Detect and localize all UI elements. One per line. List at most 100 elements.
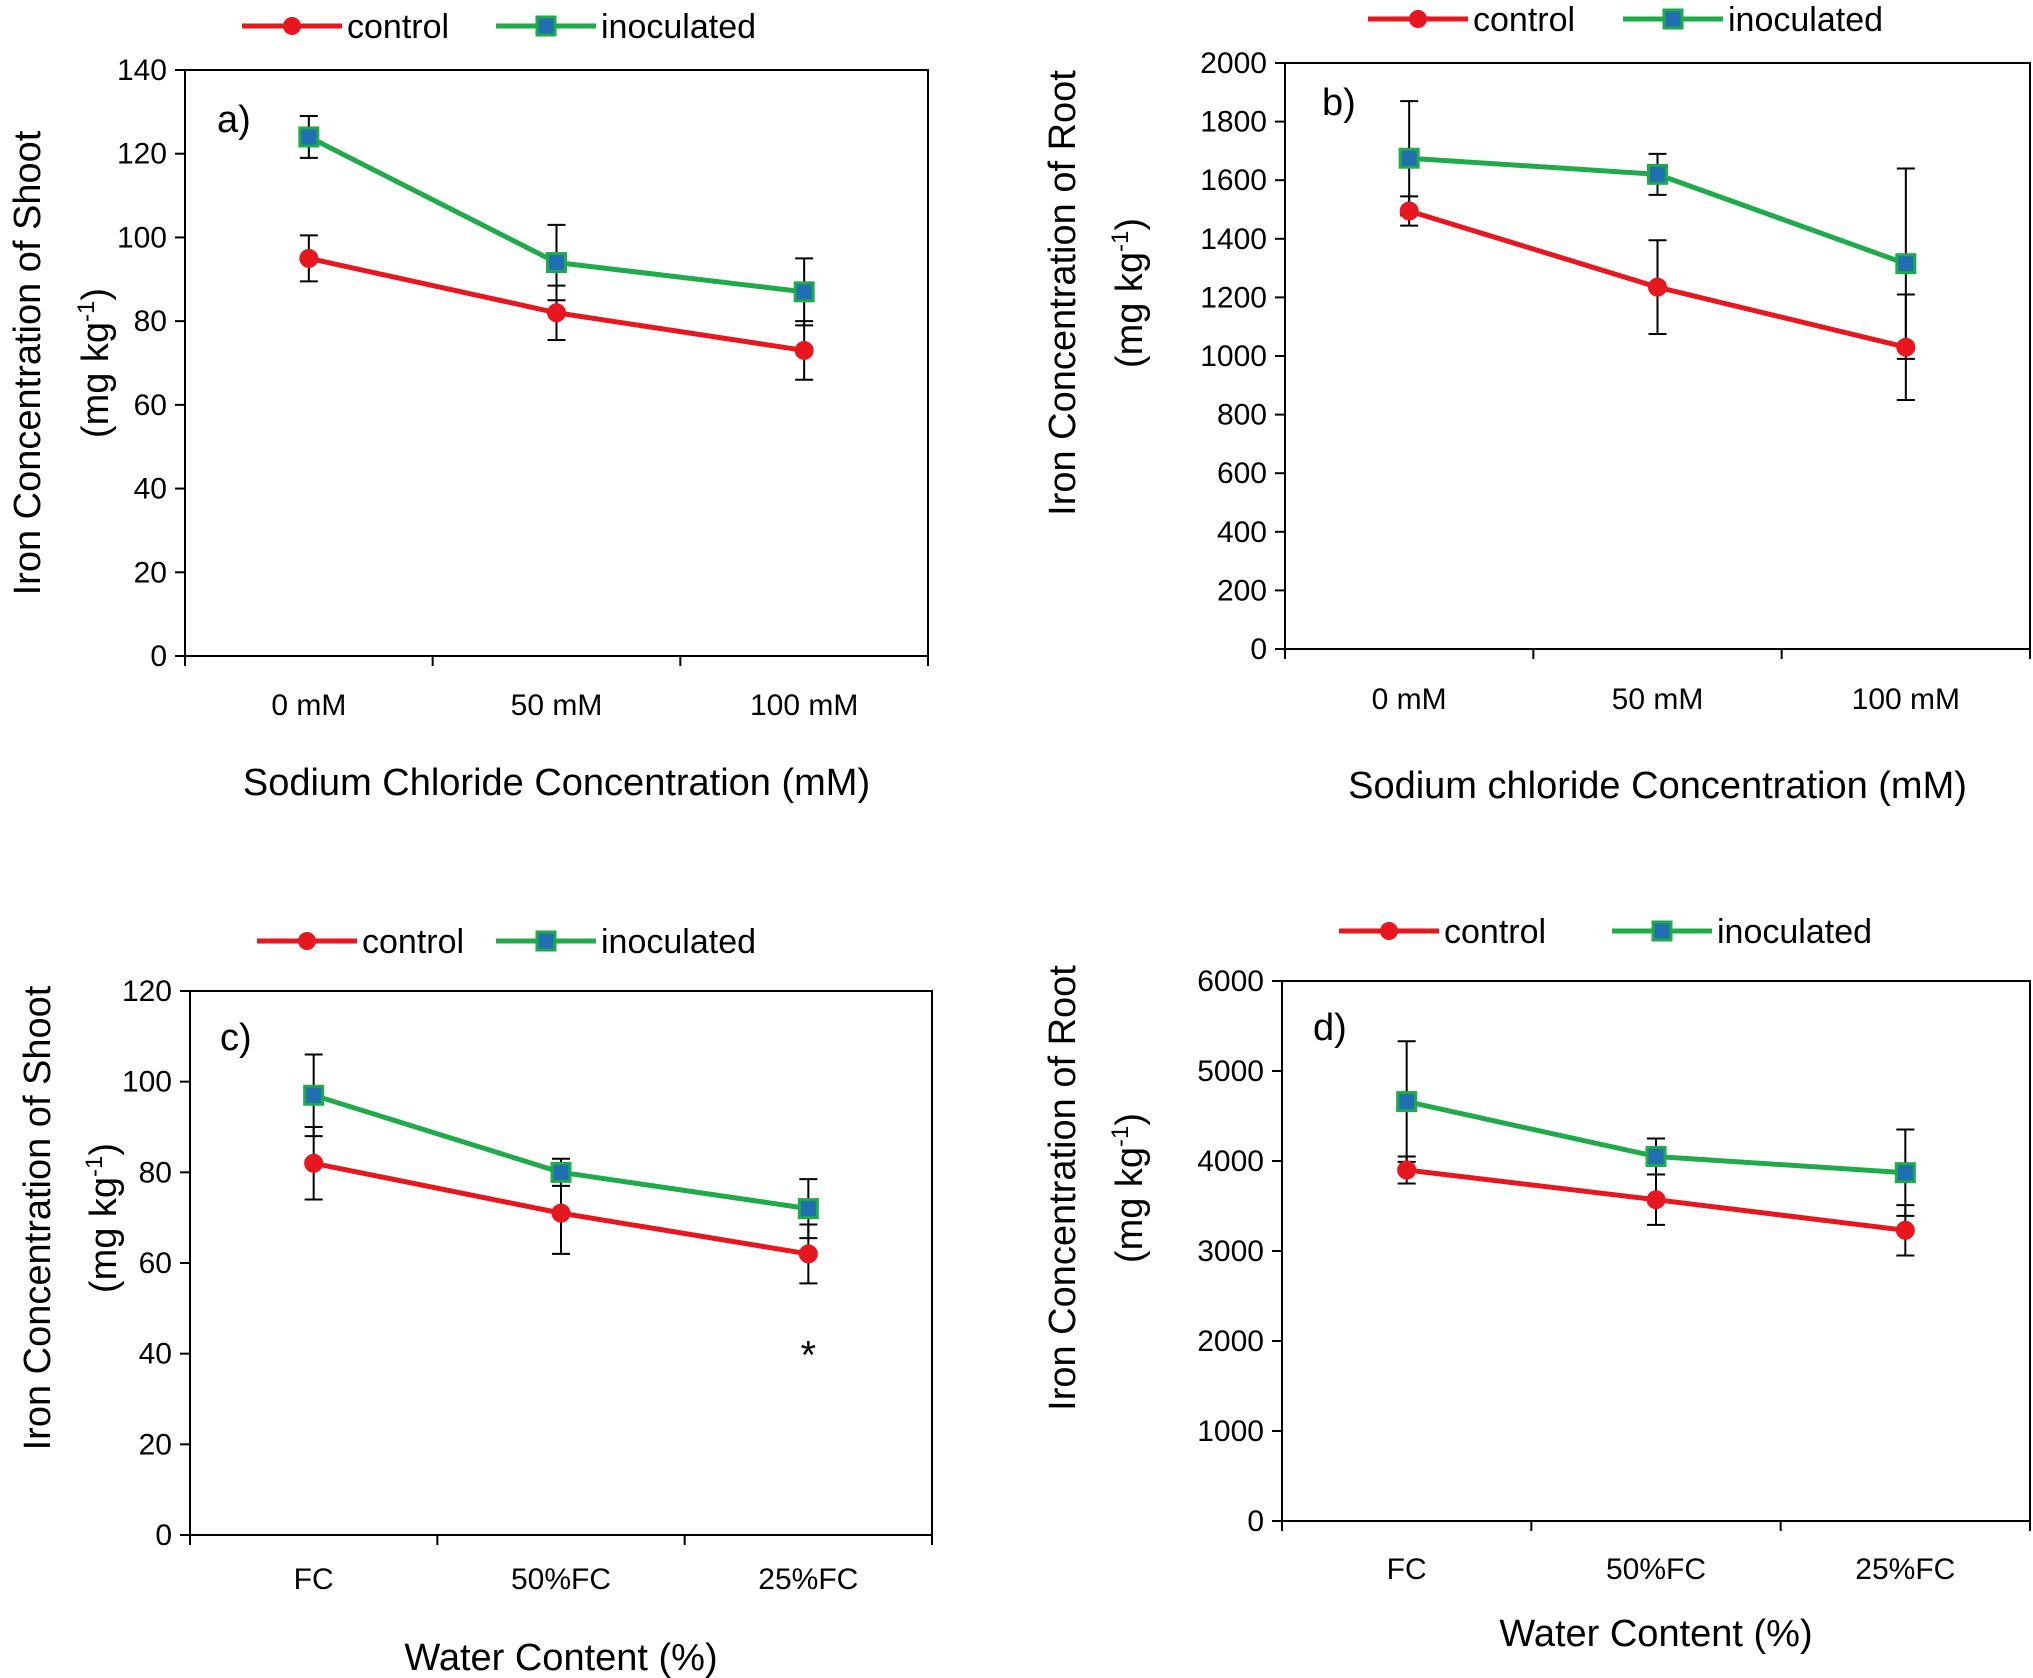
point-control xyxy=(547,303,566,323)
point-control xyxy=(1646,1190,1666,1210)
point-inoculated xyxy=(546,252,567,274)
y-axis-unit-suffix: ) xyxy=(75,288,117,301)
x-axis-title: Water Content (%) xyxy=(1499,1613,1812,1655)
y-axis-unit-prefix: (mg kg xyxy=(75,322,117,438)
y-tick-label: 60 xyxy=(134,389,167,422)
x-tick-label: 0 mM xyxy=(1372,683,1447,716)
x-axis-title: Sodium chloride Concentration (mM) xyxy=(1348,765,1967,807)
legend-marker-inoculated xyxy=(535,930,557,952)
legend-label-control: control xyxy=(347,8,449,46)
x-tick-label: 50 mM xyxy=(511,689,603,722)
y-axis-unit-superscript: -1 xyxy=(81,1156,108,1177)
legend-marker-inoculated xyxy=(535,15,557,37)
y-tick-label: 600 xyxy=(1217,457,1267,490)
legend: control inoculated xyxy=(257,923,756,961)
y-tick-label: 4000 xyxy=(1197,1145,1264,1178)
panel-a: 0 20 40 60 80 100 120 140 0 mM 50 mM 100 mM Sodium … xyxy=(7,8,929,804)
y-tick-label: 1800 xyxy=(1200,106,1267,139)
y-tick-label: 20 xyxy=(139,1428,172,1461)
legend-marker-control xyxy=(1409,10,1427,28)
y-axis-unit-superscript: -1 xyxy=(1107,1126,1134,1147)
panel-c: 0 20 40 60 80 100 120 FC 50%FC 25%FC Water Content… xyxy=(17,923,933,1678)
point-control xyxy=(794,340,814,360)
y-axis-unit-suffix: ) xyxy=(1109,1113,1151,1126)
legend: control inoculated xyxy=(242,8,756,46)
point-inoculated xyxy=(793,281,815,303)
y-tick-label: 1200 xyxy=(1200,281,1267,314)
plot-frame xyxy=(189,990,933,1536)
y-tick-label: 120 xyxy=(122,975,172,1008)
y-tick-label: 1600 xyxy=(1200,164,1267,197)
x-tick-label: FC xyxy=(1387,1553,1427,1586)
y-tick-label: 0 xyxy=(155,1519,172,1552)
x-tick-label: 100 mM xyxy=(750,689,858,722)
panel-label: d) xyxy=(1313,1007,1347,1049)
point-inoculated xyxy=(550,1161,572,1183)
legend-label-inoculated: inoculated xyxy=(1717,913,1872,951)
y-tick-label: 40 xyxy=(134,473,167,506)
point-inoculated xyxy=(1645,1146,1667,1167)
y-tick-label: 100 xyxy=(117,221,167,254)
plot-frame xyxy=(184,69,929,657)
y-tick-label: 1400 xyxy=(1200,223,1267,256)
panel-d: 0 1000 2000 3000 4000 5000 6000 FC 50%FC 25%FC Wat… xyxy=(1042,913,2031,1655)
x-tick-label: 25%FC xyxy=(1855,1553,1955,1586)
y-axis-title-line1: Iron Concentration of Root xyxy=(1042,70,1084,516)
y-tick-label: 80 xyxy=(139,1156,172,1189)
point-control xyxy=(1399,201,1419,221)
plot-frame xyxy=(1284,62,2031,650)
point-control xyxy=(304,1153,324,1173)
point-control xyxy=(1397,1160,1417,1180)
y-tick-label: 3000 xyxy=(1197,1235,1264,1268)
legend-marker-control xyxy=(283,17,301,35)
legend-label-inoculated: inoculated xyxy=(601,923,756,961)
y-tick-label: 6000 xyxy=(1197,965,1264,998)
y-axis-title-line1: Iron Concentration of Root xyxy=(1042,965,1084,1411)
point-control xyxy=(1896,337,1916,357)
y-axis-unit-suffix: ) xyxy=(83,1143,125,1156)
point-inoculated xyxy=(1647,163,1668,185)
y-tick-label: 200 xyxy=(1217,574,1267,607)
legend-marker-inoculated xyxy=(1651,920,1673,942)
y-tick-label: 800 xyxy=(1217,399,1267,432)
y-axis-title-line1: Iron Concentration of Shoot xyxy=(7,130,49,595)
legend-label-inoculated: inoculated xyxy=(601,8,756,46)
legend-marker-control xyxy=(1380,922,1398,940)
significance-asterisk: * xyxy=(801,1334,817,1378)
point-control xyxy=(1648,277,1667,297)
point-inoculated xyxy=(797,1198,819,1220)
x-tick-label: 100 mM xyxy=(1852,683,1960,716)
panel-b: 0 200 400 600 800 1000 1200 1400 1600 1800 2000 0 m… xyxy=(1042,1,2031,807)
y-axis-title-line2: (mg kg-1) xyxy=(81,1143,125,1293)
point-inoculated xyxy=(303,1084,325,1106)
y-tick-label: 0 xyxy=(150,640,167,673)
y-axis-unit-suffix: ) xyxy=(1109,218,1151,231)
y-axis-unit-prefix: (mg kg xyxy=(83,1177,125,1293)
x-tick-label: 25%FC xyxy=(758,1563,858,1596)
y-axis-unit-superscript: -1 xyxy=(1107,231,1134,252)
y-tick-label: 0 xyxy=(1247,1505,1264,1538)
y-tick-label: 2000 xyxy=(1197,1325,1264,1358)
y-tick-label: 1000 xyxy=(1200,340,1267,373)
legend-label-inoculated: inoculated xyxy=(1728,1,1883,39)
legend: control inoculated xyxy=(1339,913,1872,951)
y-tick-label: 20 xyxy=(134,556,167,589)
y-tick-label: 80 xyxy=(134,305,167,338)
point-control xyxy=(798,1244,818,1264)
point-inoculated xyxy=(1398,147,1420,169)
legend-marker-control xyxy=(298,932,316,950)
point-inoculated xyxy=(298,126,320,148)
legend: control inoculated xyxy=(1368,1,1883,39)
point-control xyxy=(551,1203,571,1223)
y-tick-label: 60 xyxy=(139,1247,172,1280)
x-tick-label: 0 mM xyxy=(271,689,346,722)
y-tick-label: 40 xyxy=(139,1338,172,1371)
x-tick-label: 50 mM xyxy=(1612,683,1704,716)
point-inoculated xyxy=(1396,1091,1418,1113)
y-tick-label: 5000 xyxy=(1197,1055,1264,1088)
y-axis-title-line1: Iron Concentration of Shoot xyxy=(17,985,59,1450)
y-tick-label: 400 xyxy=(1217,516,1267,549)
panel-label: c) xyxy=(220,1017,252,1059)
y-tick-label: 100 xyxy=(122,1066,172,1099)
x-axis-title: Sodium Chloride Concentration (mM) xyxy=(243,762,870,804)
